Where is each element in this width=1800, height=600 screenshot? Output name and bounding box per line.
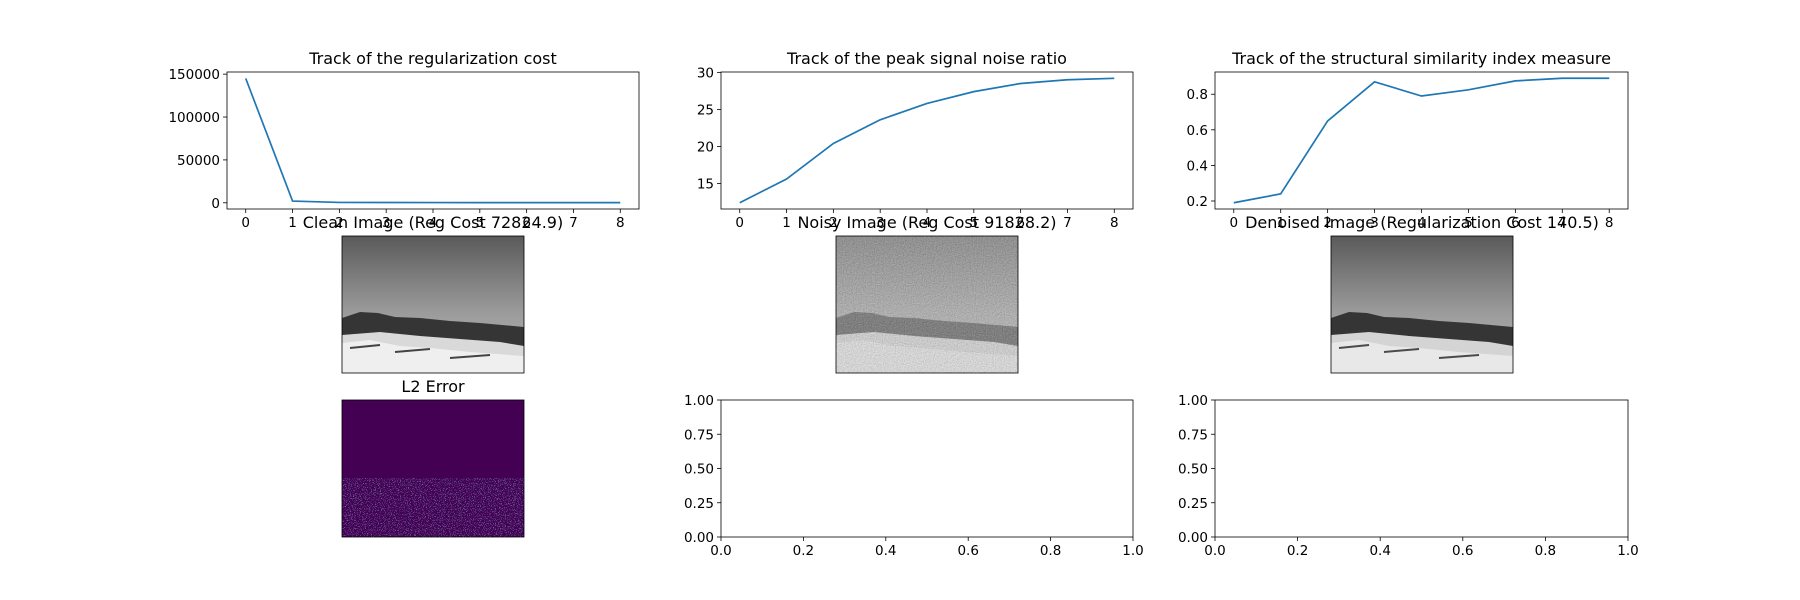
y-tick-label: 0.00 (1178, 530, 1208, 546)
l2-error-image (342, 400, 524, 537)
regularization-cost-chart: 0 1 2 3 4 5 6 7 8 0 50000 100000 150000 Track of the … (168, 49, 640, 231)
x-tick-label: 4 (1417, 215, 1426, 231)
y-tick-label: 30 (697, 65, 714, 81)
x-tick-label: 7 (569, 215, 578, 231)
axes-frame (226, 71, 640, 210)
axes-frame (720, 399, 1134, 538)
noisy-image-frame (835, 235, 1019, 374)
x-tick-label: 5 (476, 215, 485, 231)
x-tick-label: 4 (923, 215, 932, 231)
axes-frame (720, 71, 1134, 210)
x-tick-label: 3 (876, 215, 885, 231)
y-tick-label: 0.75 (1178, 427, 1208, 443)
x-tick-label: 2 (829, 215, 838, 231)
x-tick-label: 0.0 (1204, 543, 1225, 559)
x-tick-label: 0.2 (793, 543, 814, 559)
noisy-image-title: Noisy Image (Reg Cost 91828.2) (797, 213, 1056, 232)
y-tick-label: 1.00 (684, 393, 714, 409)
x-tick-label: 6 (522, 215, 531, 231)
ssim-chart: 0 1 2 3 4 5 6 7 8 0.2 0.4 0.6 0.8 Track of the struct… (1187, 49, 1629, 231)
axes-frame (1214, 71, 1629, 210)
y-tick-label: 0.4 (1187, 158, 1208, 174)
x-tick-label: 5 (1464, 215, 1473, 231)
series-line (739, 77, 1115, 204)
y-tick-label: 0 (211, 196, 220, 212)
y-tick-label: 0.00 (684, 530, 714, 546)
y-tick-label: 150000 (168, 67, 220, 83)
x-tick-label: 0.4 (1369, 543, 1390, 559)
x-tick-label: 1.0 (1122, 543, 1143, 559)
y-tick-label: 0.2 (1187, 194, 1208, 210)
clean-image (342, 236, 524, 373)
clean-image-frame (341, 235, 525, 374)
x-tick-label: 0 (241, 215, 250, 231)
y-tick-label: 0.6 (1187, 123, 1208, 139)
y-tick-label: 0.8 (1187, 87, 1208, 103)
x-tick-label: 7 (1063, 215, 1072, 231)
y-tick-label: 20 (697, 139, 714, 155)
y-tick-label: 50000 (177, 153, 220, 169)
y-tick-label: 0.75 (684, 427, 714, 443)
y-tick-label: 100000 (168, 110, 220, 126)
x-tick-label: 0.8 (1535, 543, 1556, 559)
x-tick-label: 0.0 (710, 543, 731, 559)
chart-title: Track of the peak signal noise ratio (786, 49, 1067, 68)
x-tick-label: 2 (335, 215, 344, 231)
x-tick-label: 0.4 (875, 543, 896, 559)
clean-image-title: Clean Image (Reg Cost 72824.9) (303, 213, 563, 232)
x-tick-label: 1 (782, 215, 791, 231)
x-tick-label: 1 (288, 215, 297, 231)
noisy-image (836, 236, 1018, 373)
chart-title: Track of the structural similarity index… (1231, 49, 1611, 68)
denoised-image-title: Denoised Image (Regularization Cost 140.… (1245, 213, 1599, 232)
axes-frame (1214, 399, 1629, 538)
x-tick-label: 1.0 (1617, 543, 1638, 559)
denoised-image (1331, 236, 1513, 373)
x-tick-label: 0 (1229, 215, 1238, 231)
empty-axes-right: 0.0 0.2 0.4 0.6 0.8 1.0 0.00 0.25 0.50 0.75 1.00 (1178, 393, 1639, 559)
y-tick-label: 0.25 (684, 496, 714, 512)
chart-title: Track of the regularization cost (308, 49, 557, 68)
l2-error-title: L2 Error (401, 377, 465, 396)
denoised-image-frame (1330, 235, 1514, 374)
x-tick-label: 0.2 (1287, 543, 1308, 559)
x-tick-label: 5 (970, 215, 979, 231)
y-tick-label: 1.00 (1178, 393, 1208, 409)
y-tick-label: 25 (697, 102, 714, 118)
x-tick-label: 8 (616, 215, 625, 231)
y-tick-label: 0.25 (1178, 496, 1208, 512)
x-tick-label: 0.6 (957, 543, 978, 559)
x-tick-label: 3 (1370, 215, 1379, 231)
x-tick-label: 0.8 (1040, 543, 1061, 559)
y-tick-label: 0.50 (1178, 462, 1208, 478)
series-line (244, 78, 621, 204)
x-tick-label: 2 (1323, 215, 1332, 231)
x-tick-label: 6 (1016, 215, 1025, 231)
empty-axes-middle: 0.0 0.2 0.4 0.6 0.8 1.0 0.00 0.25 0.50 0.75 1.00 (684, 393, 1144, 559)
x-tick-label: 1 (1276, 215, 1285, 231)
x-tick-label: 7 (1558, 215, 1567, 231)
y-tick-label: 15 (697, 176, 714, 192)
x-tick-label: 6 (1511, 215, 1520, 231)
series-line (1233, 77, 1610, 204)
x-tick-label: 8 (1605, 215, 1614, 231)
x-tick-label: 8 (1110, 215, 1119, 231)
psnr-chart: 0 1 2 3 4 5 6 7 8 15 20 25 30 Track of the peak signa… (697, 49, 1134, 231)
l2-error-image-frame (341, 399, 525, 538)
x-tick-label: 4 (429, 215, 438, 231)
x-tick-label: 3 (382, 215, 391, 231)
y-tick-label: 0.50 (684, 462, 714, 478)
x-tick-label: 0.6 (1452, 543, 1473, 559)
x-tick-label: 0 (735, 215, 744, 231)
